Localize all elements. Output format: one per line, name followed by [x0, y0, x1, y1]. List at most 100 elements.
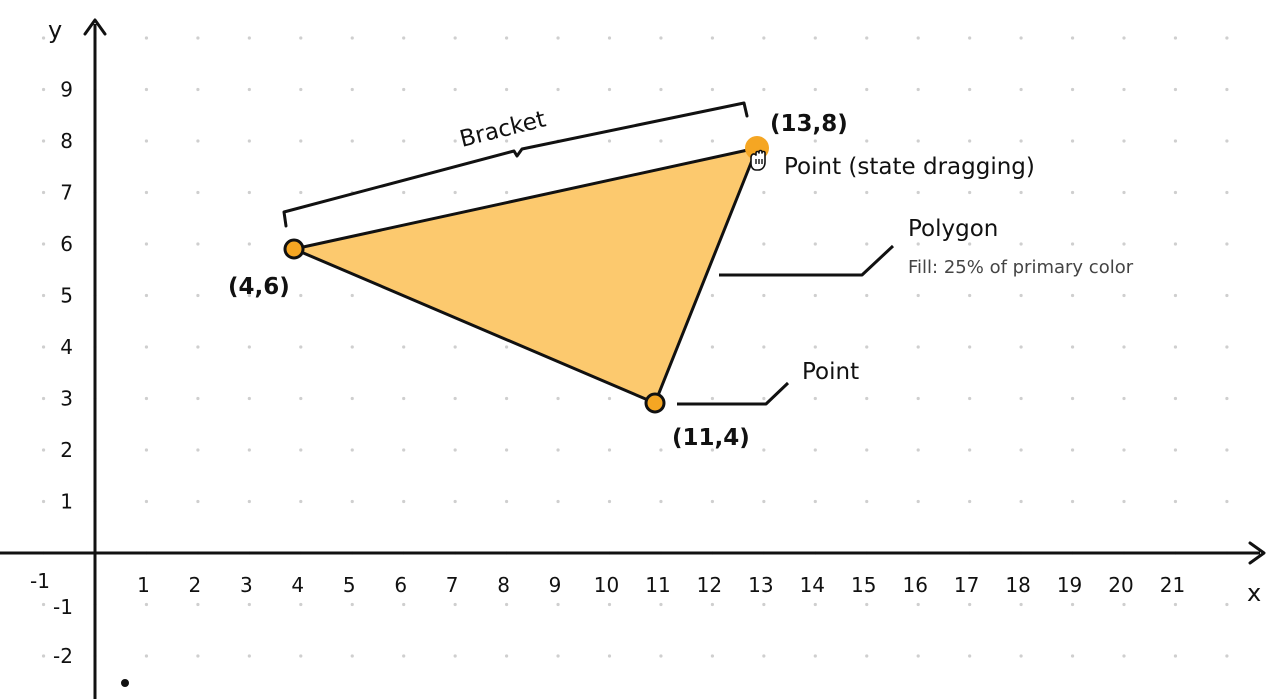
- x-tick-label: 3: [240, 573, 253, 597]
- grid-dot: [865, 396, 869, 401]
- grid-dot: [41, 345, 46, 349]
- grid-dot: [968, 293, 972, 298]
- point-leader-line: [677, 381, 790, 406]
- grid-dot: [196, 87, 200, 92]
- grid-dot: [710, 139, 715, 143]
- grid-dot: [350, 654, 354, 658]
- grid-dot: [196, 36, 200, 40]
- x-tick-label: 17: [954, 573, 979, 597]
- grid-dot: [916, 499, 920, 504]
- grid-dot: [968, 448, 972, 452]
- grid-dot: [41, 36, 46, 40]
- grid-dot: [762, 242, 766, 246]
- grid-dot: [865, 190, 869, 195]
- grid-dot: [1173, 242, 1178, 246]
- x-tick-label: 2: [189, 573, 202, 597]
- x-tick-label: 13: [748, 573, 773, 597]
- grid-dot: [1122, 654, 1126, 658]
- grid-dot: [453, 448, 457, 452]
- grid-dot: [453, 139, 457, 143]
- grid-dot: [916, 654, 920, 658]
- grid-dot: [402, 190, 406, 195]
- grid-dot: [247, 448, 251, 452]
- grid-dot: [710, 654, 715, 658]
- grid-dot: [607, 602, 612, 607]
- grid-dot: [196, 499, 200, 504]
- grid-dot: [710, 345, 715, 349]
- grid-dot: [247, 602, 251, 607]
- grid-dot: [916, 293, 920, 298]
- grid-dot: [813, 448, 817, 452]
- grid-dot: [1070, 499, 1075, 504]
- grid-dot: [865, 87, 869, 92]
- grid-dot: [144, 396, 149, 401]
- grid-dot: [968, 345, 972, 349]
- grid-dot: [41, 396, 46, 401]
- grid-dot: [1122, 602, 1126, 607]
- grid-dot: [762, 499, 766, 504]
- grid-dot: [453, 87, 457, 92]
- grid-dot: [41, 242, 46, 246]
- polygon-leader-line: [719, 244, 895, 277]
- grid-dot: [247, 654, 251, 658]
- x-tick-label: 1: [137, 573, 150, 597]
- grid-dot: [1070, 36, 1075, 40]
- grid-dot: [1019, 190, 1023, 195]
- point-a[interactable]: [283, 238, 305, 260]
- grid-dot: [1070, 139, 1075, 143]
- grid-dot: [299, 499, 303, 504]
- grid-dot: [247, 345, 251, 349]
- grid-dot: [813, 654, 817, 658]
- grid-dot: [659, 602, 663, 607]
- dragging-point-callout: Point (state dragging): [784, 154, 1035, 180]
- grid-dot: [1070, 602, 1075, 607]
- grid-dot: [196, 396, 200, 401]
- x-tick-label: 11: [645, 573, 670, 597]
- grid-dot: [196, 139, 200, 143]
- grid-dot: [41, 602, 46, 607]
- grid-dot: [1122, 499, 1126, 504]
- grid-dot: [968, 602, 972, 607]
- grid-dot: [1122, 448, 1126, 452]
- x-tick-label: 5: [343, 573, 356, 597]
- grid-dot: [41, 87, 46, 92]
- grid-dot: [453, 602, 457, 607]
- grid-dot: [453, 36, 457, 40]
- point-b-label: (13,8): [770, 111, 848, 137]
- grid-dot: [659, 36, 663, 40]
- grid-dot: [247, 190, 251, 195]
- point-c[interactable]: [644, 392, 666, 414]
- polygon-callout-title: Polygon: [908, 216, 998, 242]
- y-axis: [83, 18, 107, 699]
- x-tick-label: 16: [902, 573, 927, 597]
- grid-dot: [1173, 345, 1178, 349]
- grid-dot: [762, 36, 766, 40]
- y-tick-label: 2: [60, 438, 73, 462]
- grid-dot: [865, 654, 869, 658]
- y-tick-label: -2: [53, 644, 73, 668]
- grid-dot: [505, 190, 509, 195]
- grid-dot: [865, 293, 869, 298]
- grid-dot: [1173, 448, 1178, 452]
- grid-dot: [968, 242, 972, 246]
- x-tick-label: 9: [549, 573, 562, 597]
- grid-dot: [144, 242, 149, 246]
- triangle-polygon[interactable]: [292, 146, 759, 405]
- grid-dot: [1122, 190, 1126, 195]
- y-tick-label: 3: [60, 387, 73, 411]
- x-tick-label: 14: [800, 573, 825, 597]
- grid-dot: [1019, 602, 1023, 607]
- grid-dot: [710, 499, 715, 504]
- grid-dot: [402, 448, 406, 452]
- grid-dot: [659, 654, 663, 658]
- y-tick-label: 4: [60, 335, 73, 359]
- grid-dot: [1225, 448, 1229, 452]
- grid-dot: [968, 87, 972, 92]
- grid-dot: [762, 448, 766, 452]
- grid-dot: [299, 345, 303, 349]
- grid-dot: [1019, 139, 1023, 143]
- grid-dot: [1122, 396, 1126, 401]
- grid-dot: [402, 87, 406, 92]
- grid-dot: [247, 36, 251, 40]
